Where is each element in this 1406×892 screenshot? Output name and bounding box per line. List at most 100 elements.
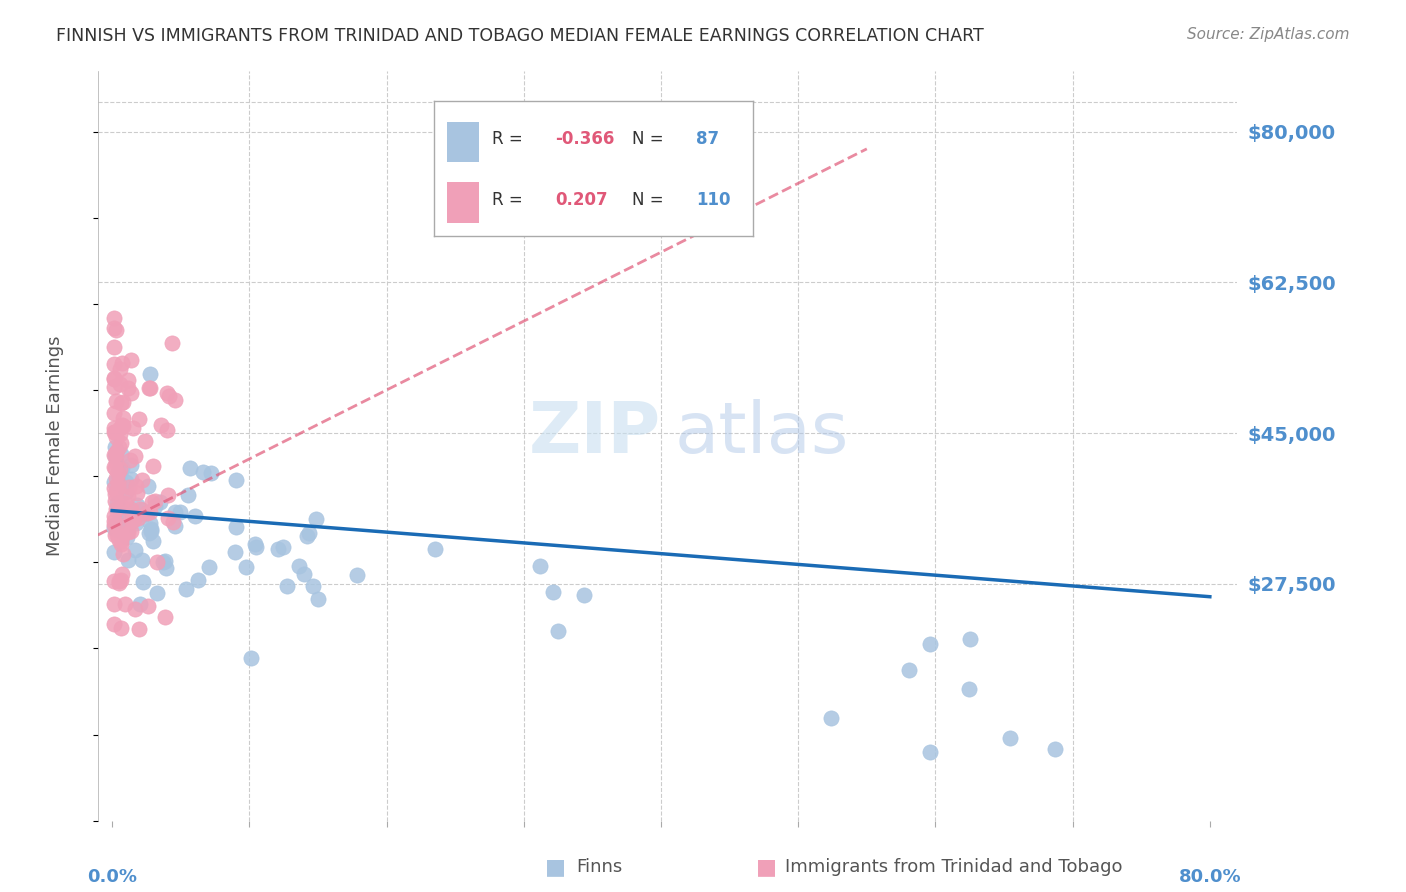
Point xyxy=(107,480,129,494)
Point xyxy=(307,591,329,606)
Point xyxy=(160,335,183,350)
Y-axis label: Median Female Earnings: Median Female Earnings xyxy=(46,335,65,557)
Point xyxy=(267,542,290,557)
Point xyxy=(141,495,163,509)
Point xyxy=(104,440,127,454)
Point xyxy=(103,372,125,386)
Point xyxy=(198,559,221,574)
Point xyxy=(1000,731,1022,745)
Point xyxy=(103,459,125,474)
Point xyxy=(110,421,132,435)
Point xyxy=(136,599,159,613)
Point xyxy=(132,575,155,590)
Point xyxy=(138,381,160,395)
Point xyxy=(103,357,125,371)
Point xyxy=(105,323,128,337)
Point xyxy=(156,423,179,437)
Text: ■: ■ xyxy=(756,857,776,877)
Point xyxy=(276,579,298,593)
Point xyxy=(295,529,318,543)
Point xyxy=(129,597,152,611)
Text: 0.0%: 0.0% xyxy=(87,868,138,886)
Point xyxy=(146,555,169,569)
Point xyxy=(105,445,128,459)
Point xyxy=(114,496,136,510)
Point xyxy=(288,558,311,573)
Point xyxy=(547,624,569,638)
Point xyxy=(138,516,160,530)
Point xyxy=(128,622,150,636)
Point xyxy=(423,541,446,556)
Point xyxy=(142,459,165,474)
Point xyxy=(103,421,125,435)
Point xyxy=(111,417,134,432)
Point xyxy=(156,386,179,401)
Point xyxy=(145,499,167,513)
Point xyxy=(897,663,920,677)
Point xyxy=(124,602,146,616)
Point xyxy=(298,525,321,540)
Point xyxy=(165,505,187,519)
Point xyxy=(104,394,127,409)
Point xyxy=(114,508,136,522)
Point xyxy=(110,396,132,410)
Point xyxy=(103,475,125,489)
Point xyxy=(115,485,138,500)
Point xyxy=(120,458,142,472)
Point xyxy=(103,481,125,495)
Point xyxy=(111,394,134,409)
Point xyxy=(156,487,179,501)
Point xyxy=(149,495,172,509)
Point xyxy=(104,455,127,469)
Point xyxy=(117,489,139,503)
Point xyxy=(111,500,134,514)
Text: ■: ■ xyxy=(546,857,565,877)
Point xyxy=(127,499,149,513)
Point xyxy=(346,568,368,582)
Point xyxy=(108,440,131,454)
Point xyxy=(103,406,125,420)
Point xyxy=(112,418,135,433)
Point xyxy=(108,463,131,477)
Point xyxy=(110,505,132,519)
Point xyxy=(111,410,134,425)
Point xyxy=(146,586,169,600)
Point xyxy=(918,745,941,759)
Text: Finns: Finns xyxy=(576,858,623,876)
Point xyxy=(105,528,128,542)
Point xyxy=(177,488,200,502)
Point xyxy=(572,588,595,602)
Point xyxy=(115,524,138,538)
Point xyxy=(108,376,131,391)
Point xyxy=(120,386,142,401)
Point xyxy=(104,484,127,499)
Text: ZIP: ZIP xyxy=(529,399,661,467)
Point xyxy=(120,511,142,525)
Point xyxy=(139,381,162,395)
Point xyxy=(110,524,132,539)
Point xyxy=(155,561,177,575)
Point xyxy=(108,471,131,485)
Point xyxy=(108,533,131,548)
Point xyxy=(103,597,125,611)
Point xyxy=(103,508,125,523)
Point xyxy=(110,537,132,551)
Point xyxy=(162,516,184,530)
Point xyxy=(139,368,162,382)
Point xyxy=(117,553,139,567)
Text: Immigrants from Trinidad and Tobago: Immigrants from Trinidad and Tobago xyxy=(785,858,1122,876)
Point xyxy=(107,467,129,481)
Point xyxy=(117,373,139,387)
Point xyxy=(111,567,134,582)
Point xyxy=(120,524,142,538)
Point xyxy=(114,598,136,612)
Point xyxy=(103,425,125,439)
Point xyxy=(820,711,842,725)
Point xyxy=(187,573,209,587)
Point xyxy=(124,543,146,558)
Point xyxy=(136,479,159,493)
Text: 80.0%: 80.0% xyxy=(1178,868,1241,886)
Point xyxy=(271,541,294,555)
Point xyxy=(104,486,127,500)
Point xyxy=(117,381,139,395)
